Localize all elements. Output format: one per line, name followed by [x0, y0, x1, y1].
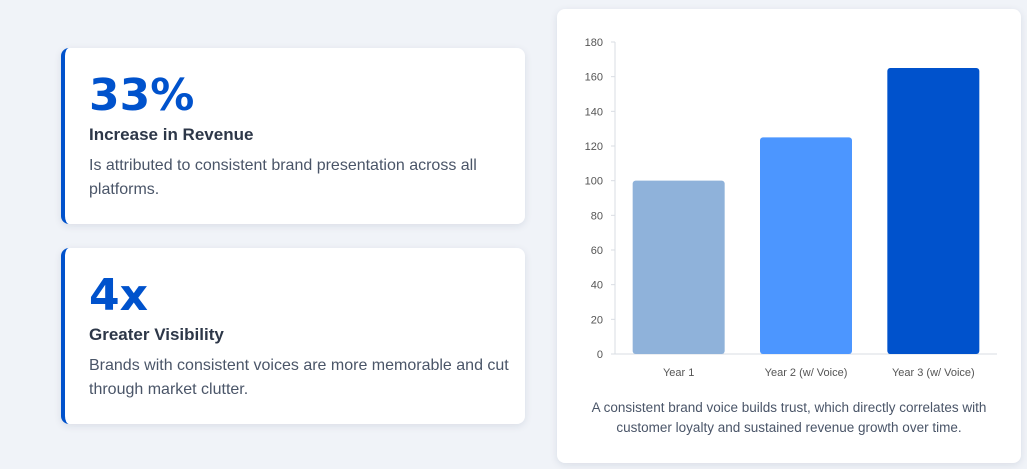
stat-card-revenue: 33% Increase in Revenue Is attributed to…: [61, 48, 525, 224]
y-tick-label: 100: [585, 176, 603, 188]
stat-card-visibility: 4x Greater Visibility Brands with consis…: [61, 248, 525, 424]
y-tick-label: 20: [591, 314, 603, 326]
x-tick-label: Year 1: [663, 367, 694, 379]
stat-label: Greater Visibility: [89, 325, 224, 344]
stat-description: Is attributed to consistent brand presen…: [89, 157, 477, 198]
chart-card: 0 20 40 60 80 100 120 140 160 180 Year 1 Year 2 (w/…: [557, 9, 1021, 463]
y-tick-label: 180: [585, 37, 603, 49]
x-tick-label: Year 3 (w/ Voice): [892, 367, 975, 379]
y-tick-label: 60: [591, 245, 603, 257]
bar-3: [887, 68, 980, 354]
chart-caption: A consistent brand voice builds trust, w…: [591, 400, 987, 435]
bar-2: [760, 137, 852, 354]
stat-description: Brands with consistent voices are more m…: [89, 357, 509, 398]
y-tick-label: 120: [585, 141, 603, 153]
y-tick-label: 40: [591, 280, 603, 292]
x-tick-label: Year 2 (w/ Voice): [765, 367, 848, 379]
revenue-bar-chart: 0 20 40 60 80 100 120 140 160 180 Year 1 Year 2 (w/…: [585, 37, 997, 379]
bar-1: [632, 180, 725, 354]
y-tick-label: 80: [591, 210, 603, 222]
y-tick-label: 140: [585, 106, 603, 118]
y-tick-label: 160: [585, 72, 603, 84]
stat-label: Increase in Revenue: [89, 125, 254, 144]
stat-value: 4x: [89, 270, 148, 321]
y-tick-label: 0: [597, 349, 603, 361]
stat-value: 33%: [89, 70, 195, 121]
